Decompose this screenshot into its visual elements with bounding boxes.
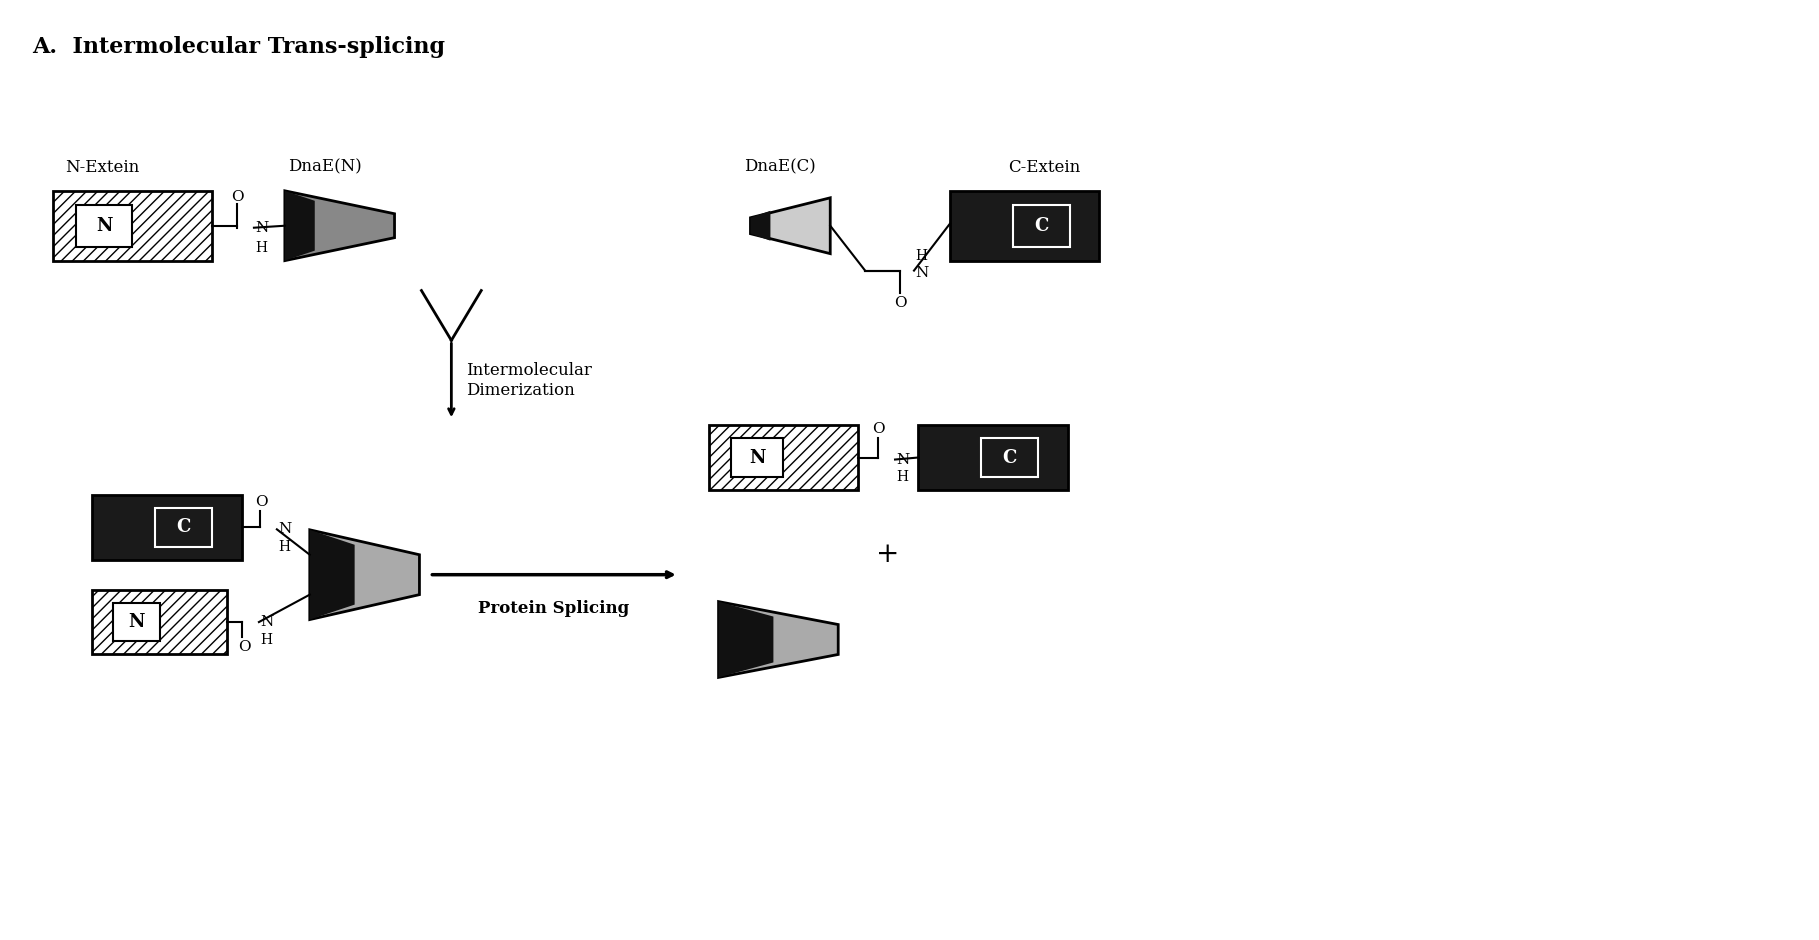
Text: DnaE(C): DnaE(C) — [744, 159, 817, 176]
Polygon shape — [719, 602, 773, 678]
Text: N: N — [749, 448, 766, 466]
Text: C: C — [1033, 217, 1048, 235]
Text: +: + — [877, 541, 900, 569]
Text: N: N — [915, 266, 928, 279]
Text: N: N — [96, 217, 113, 235]
Text: O: O — [231, 190, 244, 204]
Polygon shape — [751, 211, 771, 241]
Text: O: O — [871, 422, 884, 435]
Text: O: O — [256, 495, 267, 509]
Text: O: O — [238, 640, 251, 654]
FancyBboxPatch shape — [731, 438, 784, 477]
FancyBboxPatch shape — [919, 425, 1068, 490]
FancyBboxPatch shape — [93, 495, 242, 559]
Text: H: H — [278, 540, 289, 555]
Polygon shape — [719, 602, 839, 678]
FancyBboxPatch shape — [980, 438, 1037, 477]
Text: O: O — [893, 295, 906, 309]
FancyBboxPatch shape — [93, 589, 227, 654]
Polygon shape — [286, 191, 315, 260]
FancyBboxPatch shape — [53, 191, 213, 260]
Polygon shape — [751, 197, 829, 254]
Text: H: H — [255, 241, 267, 255]
Text: N: N — [260, 615, 273, 629]
Text: Protein Splicing: Protein Splicing — [478, 600, 629, 617]
Text: A.  Intermolecular Trans-splicing: A. Intermolecular Trans-splicing — [33, 37, 446, 58]
FancyBboxPatch shape — [76, 205, 133, 246]
Text: C: C — [176, 518, 191, 537]
Text: N: N — [127, 613, 144, 631]
Text: H: H — [260, 633, 271, 647]
FancyBboxPatch shape — [1013, 205, 1070, 246]
FancyBboxPatch shape — [950, 191, 1099, 260]
FancyBboxPatch shape — [709, 425, 859, 490]
Polygon shape — [286, 191, 395, 260]
Text: C-Extein: C-Extein — [1008, 159, 1080, 176]
Polygon shape — [309, 530, 420, 619]
Text: H: H — [915, 248, 928, 262]
Text: N-Extein: N-Extein — [65, 159, 140, 176]
Text: N: N — [278, 523, 291, 537]
Text: H: H — [897, 471, 908, 484]
FancyBboxPatch shape — [155, 508, 213, 547]
FancyBboxPatch shape — [113, 603, 160, 641]
Text: N: N — [255, 221, 267, 235]
Text: N: N — [897, 452, 910, 466]
Text: C: C — [1002, 448, 1017, 466]
Text: Intermolecular
Dimerization: Intermolecular Dimerization — [466, 362, 593, 399]
Polygon shape — [309, 530, 355, 619]
Text: DnaE(N): DnaE(N) — [287, 159, 362, 176]
